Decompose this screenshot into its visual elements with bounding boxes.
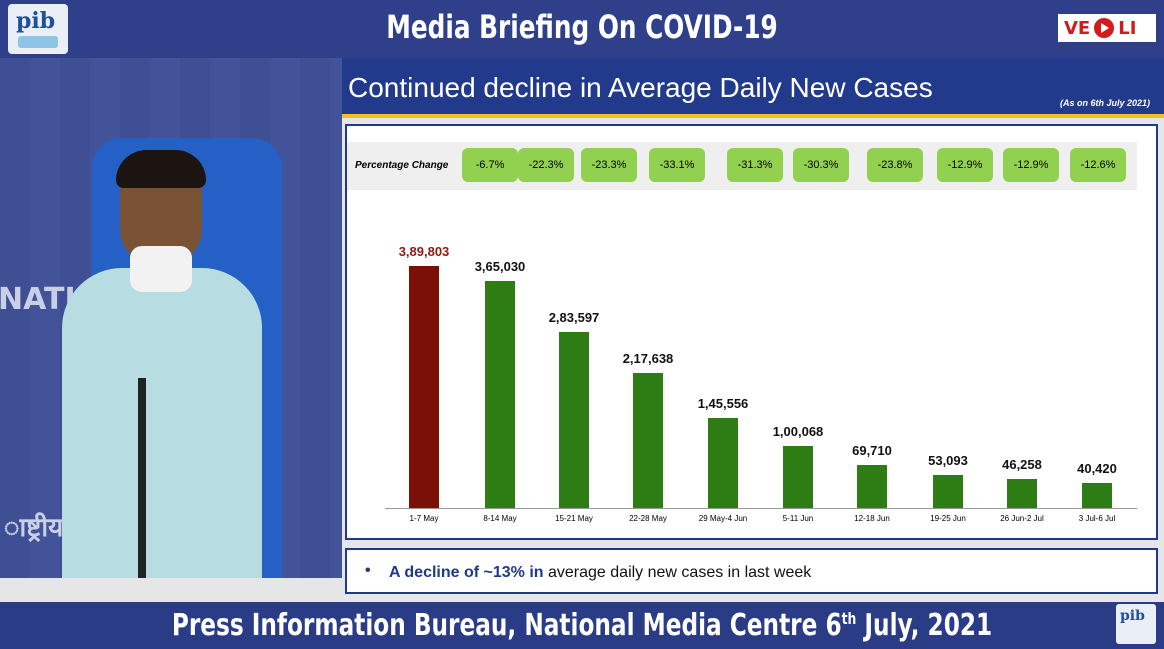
broadcast-footer: Press Information Bureau, National Media… (0, 602, 1164, 649)
face-mask (130, 246, 192, 292)
note-panel: • A decline of ~13% in average daily new… (345, 548, 1158, 594)
bar-8-14-may (485, 281, 515, 508)
speaker-hair (116, 150, 206, 188)
x-tick-label: 5-11 Jun (782, 514, 814, 523)
slide-title: Continued decline in Average Daily New C… (348, 72, 933, 103)
percentage-change-badge: -30.3% (793, 148, 849, 182)
percentage-change-badge: -6.7% (462, 148, 518, 182)
live-label-a: VE (1064, 17, 1091, 39)
live-badge: VE LI (1058, 14, 1156, 42)
bar-value-label: 2,17,638 (622, 351, 674, 366)
note-rest: average daily new cases in last week (543, 564, 812, 581)
x-tick-label: 3 Jul-6 Jul (1078, 514, 1116, 523)
percentage-change-badge: -33.1% (649, 148, 705, 182)
bar-value-label: 46,258 (1002, 457, 1042, 472)
x-tick-label: 22-28 May (629, 514, 667, 523)
microphone (138, 378, 146, 602)
footer-text-end: July, 2021 (856, 608, 993, 643)
bar-value-label: 3,89,803 (398, 244, 450, 259)
bar-value-label: 69,710 (852, 443, 892, 458)
bar-value-label: 40,420 (1077, 461, 1117, 476)
bar-value-label: 1,45,556 (697, 396, 749, 411)
bar-5-11-jun (783, 446, 813, 508)
x-tick-label: 8-14 May (483, 514, 517, 523)
percentage-change-badge: -23.3% (581, 148, 637, 182)
percentage-change-badge: -22.3% (518, 148, 574, 182)
logo-mask-graphic (18, 36, 58, 48)
bar-value-label: 53,093 (928, 453, 968, 468)
speaker-body (62, 268, 262, 602)
bar-3-jul-6-jul (1082, 483, 1112, 508)
x-tick-label: 29 May-4 Jun (698, 514, 748, 523)
note-bullet: • (365, 562, 371, 579)
bar-value-label: 2,83,597 (548, 310, 600, 325)
bar-value-label: 1,00,068 (772, 424, 824, 439)
bar-12-18-jun (857, 465, 887, 508)
note-bold: A decline of ~13% in (389, 564, 544, 581)
note-text: A decline of ~13% in average daily new c… (389, 564, 811, 582)
footer-text: Press Information Bureau, National Media… (81, 608, 1082, 643)
as-on-date: (As on 6th July 2021) (1059, 98, 1150, 108)
bar-19-25-jun (933, 475, 963, 508)
slide-header: Continued decline in Average Daily New C… (342, 58, 1164, 118)
bar-value-label: 3,65,030 (474, 259, 526, 274)
bar-26-jun-2-jul (1007, 479, 1037, 508)
live-label-b: LI (1118, 17, 1137, 39)
percentage-change-label: Percentage Change (355, 160, 449, 171)
x-tick-label: 12-18 Jun (854, 514, 890, 523)
pib-logo-small: pib (1116, 604, 1156, 644)
pib-logo-small-text: pib (1120, 608, 1145, 624)
x-tick-label: 15-21 May (555, 514, 593, 523)
play-icon (1094, 18, 1115, 38)
percentage-change-badge: -12.9% (937, 148, 993, 182)
broadcast-title: Media Briefing On COVID-19 (386, 8, 778, 46)
x-tick-label: 1-7 May (409, 514, 439, 523)
pib-logo: pib (8, 4, 68, 54)
x-axis-line (385, 508, 1137, 509)
bar-1-7-may (409, 266, 439, 508)
percentage-change-badge: -31.3% (727, 148, 783, 182)
speaker-video: NATIONA ाष्ट्रीय (0, 58, 342, 602)
broadcast-header: pib Media Briefing On COVID-19 VE LI (0, 0, 1164, 58)
footer-text-sup: th (841, 609, 857, 628)
pib-logo-text: pib (16, 8, 56, 34)
header-stripe (342, 114, 1164, 118)
percentage-change-badge: -12.9% (1003, 148, 1059, 182)
desk-surface (0, 578, 342, 602)
bar-29-may-4-jun (708, 418, 738, 508)
footer-text-main: Press Information Bureau, National Media… (171, 608, 842, 643)
x-tick-label: 19-25 Jun (930, 514, 966, 523)
chart-panel: Percentage Change 3,89,803 1-7 May 3,65,03… (345, 124, 1158, 540)
wall-text-hindi: ाष्ट्रीय (4, 513, 64, 543)
bar-22-28-may (633, 373, 663, 508)
percentage-change-badge: -12.6% (1070, 148, 1126, 182)
bar-15-21-may (559, 332, 589, 508)
percentage-change-badge: -23.8% (867, 148, 923, 182)
x-tick-label: 26 Jun-2 Jul (1000, 514, 1044, 523)
